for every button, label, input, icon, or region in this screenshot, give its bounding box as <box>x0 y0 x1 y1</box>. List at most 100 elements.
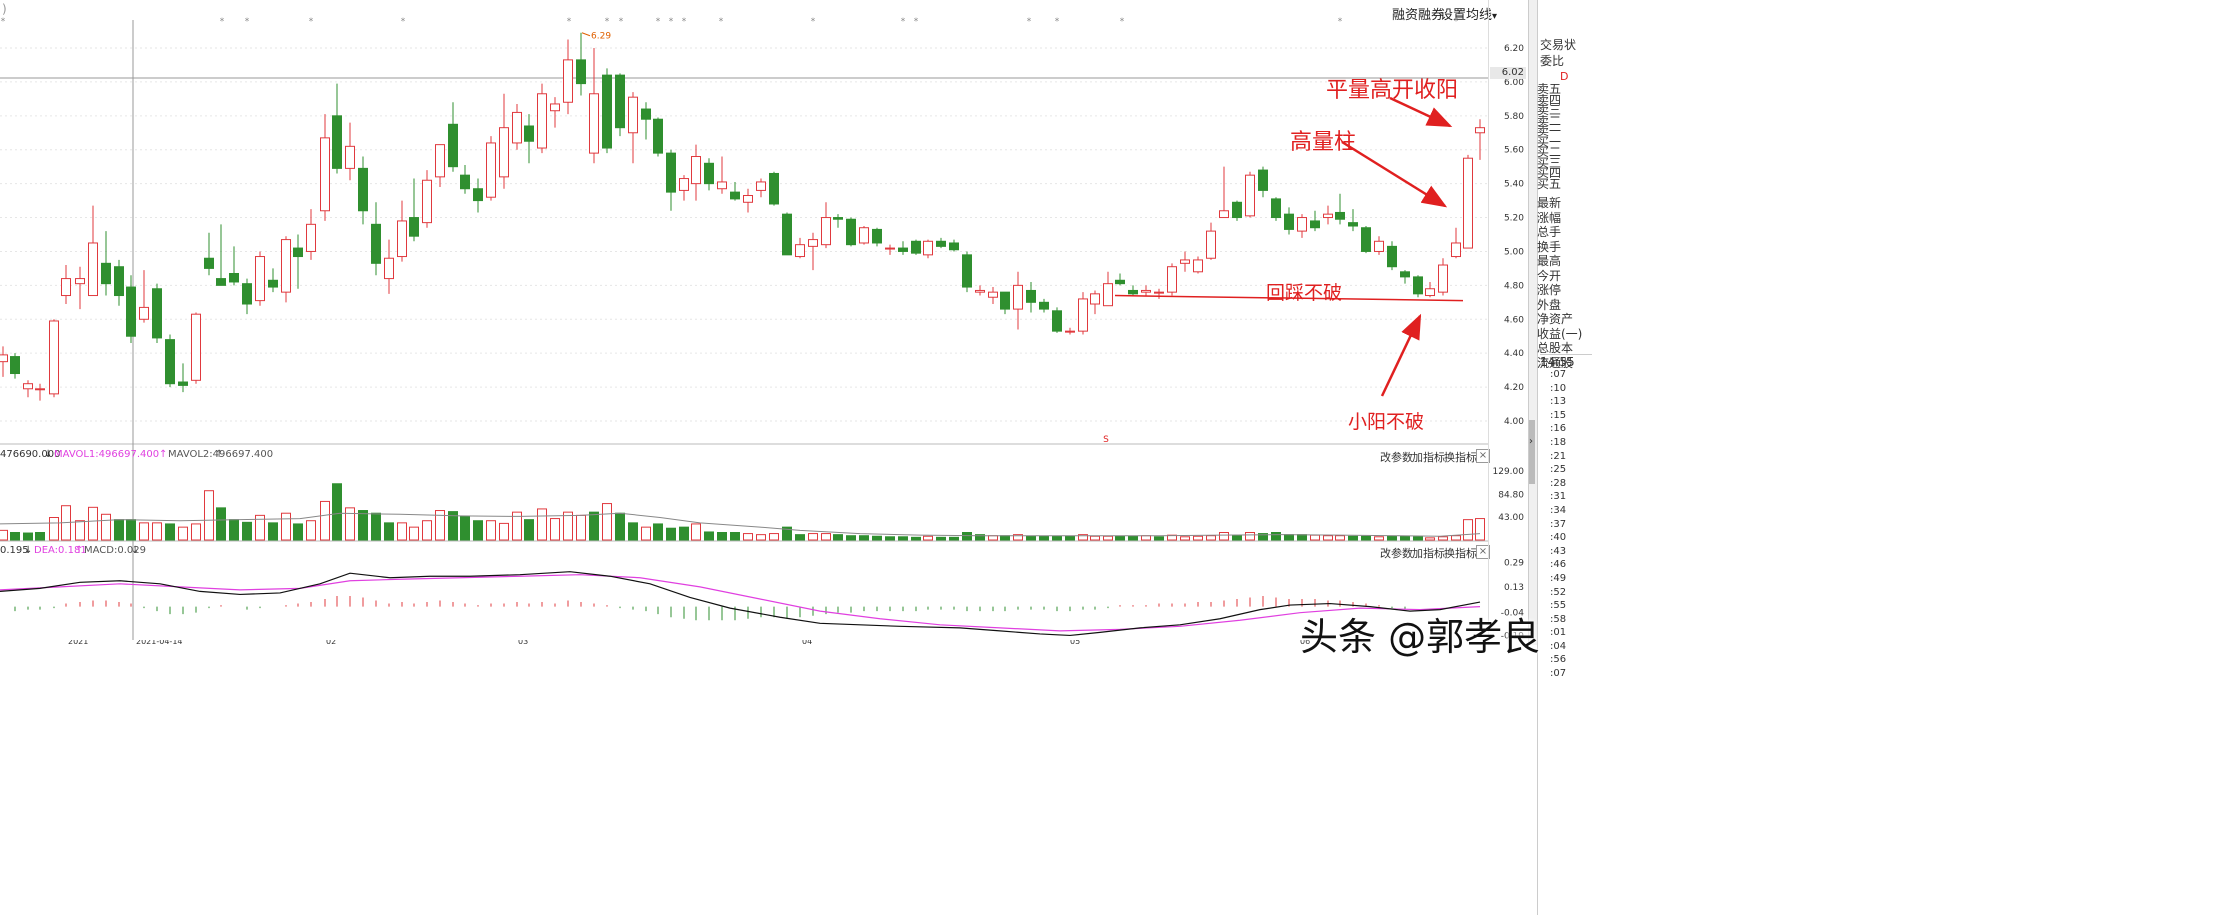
volume-bar <box>1284 534 1294 541</box>
candle-body <box>114 266 124 297</box>
volume-bar <box>75 520 85 541</box>
candle-body <box>1438 264 1448 293</box>
candle <box>833 214 843 228</box>
candle-body <box>589 93 599 154</box>
volume-bar <box>1245 532 1255 541</box>
candle <box>846 217 856 247</box>
tick-time: :56 <box>1550 654 1567 666</box>
candle-body <box>923 240 933 256</box>
price-tick-label: 4.20 <box>1504 383 1524 393</box>
candle <box>975 285 985 296</box>
candle <box>61 265 71 305</box>
candle-body <box>615 74 625 129</box>
volume-bar <box>717 532 727 541</box>
candle-body <box>1310 220 1320 229</box>
date-label: 2021-04-14 <box>136 640 183 645</box>
candle-body <box>756 181 766 191</box>
margin-trading-button[interactable]: 融资融券 <box>1392 8 1445 23</box>
candle <box>409 178 419 242</box>
candle <box>1000 291 1010 315</box>
candle <box>1154 288 1164 299</box>
quote-level-label: 卖二 <box>1537 113 1562 128</box>
quote-level-label: 买五 <box>1537 176 1562 191</box>
price-tick-label: 6.20 <box>1504 44 1524 54</box>
candle <box>576 32 586 96</box>
candle <box>782 212 792 256</box>
volume-bar <box>911 536 921 541</box>
annotation-flat-volume: 平量高开收阳 <box>1326 78 1459 103</box>
volume-bar <box>1115 535 1125 541</box>
volume-bar <box>615 512 625 541</box>
candle-body <box>666 152 676 193</box>
switch-indicator-button[interactable]: 换指标 <box>1444 451 1477 464</box>
volume-series: 129.00 84.80 43.00 <box>0 467 1524 541</box>
candle-body <box>704 162 714 185</box>
tick-time: :52 <box>1550 586 1567 598</box>
candle-body <box>846 218 856 246</box>
candle-body <box>936 240 946 247</box>
volume-bar <box>628 522 638 541</box>
dif-value: 0.195 <box>0 545 29 556</box>
add-indicator-button[interactable]: 加指标 <box>1412 547 1445 560</box>
date-label: 06 <box>1300 640 1311 645</box>
volume-bar <box>1013 534 1023 541</box>
tick-time: :21 <box>1550 450 1567 462</box>
candle <box>23 380 33 398</box>
candle-body <box>204 257 214 269</box>
volume-bar <box>1206 535 1216 541</box>
event-marker: * <box>567 17 572 27</box>
annotation-small-yang: 小阳不破 <box>1348 411 1425 433</box>
candle <box>1310 210 1320 232</box>
volume-bar <box>666 527 676 541</box>
tick-time: :43 <box>1550 545 1567 557</box>
kline-chart[interactable]: 6.20 6.00 5.80 5.60 5.40 5.20 5.00 4.80 4.60 4.40… <box>0 0 1528 645</box>
volume-bar <box>1219 532 1229 541</box>
volume-bar <box>589 511 599 541</box>
candle <box>691 144 701 201</box>
candle <box>628 92 638 164</box>
date-label: 05 <box>1070 640 1081 645</box>
candle-body <box>332 115 342 169</box>
switch-indicator-button[interactable]: 换指标 <box>1444 547 1477 560</box>
volume-bar <box>885 536 895 541</box>
candle <box>1219 166 1229 219</box>
scroll-arrow-icon[interactable]: › <box>1529 436 1533 447</box>
candle <box>320 114 330 221</box>
change-params-button[interactable]: 改参数 <box>1380 547 1413 560</box>
candle-body <box>0 354 8 363</box>
volume-bar <box>1348 535 1358 541</box>
scrollbar-thumb[interactable] <box>1529 420 1535 484</box>
macd-tick-label: 0.29 <box>1504 559 1524 569</box>
stat-label: 外盘 <box>1537 297 1562 312</box>
add-indicator-button[interactable]: 加指标 <box>1412 451 1445 464</box>
volume-bar <box>191 523 201 541</box>
volume-bar <box>178 526 188 541</box>
volume-bar <box>923 535 933 541</box>
volume-bar <box>550 518 560 541</box>
macd-panel-header: 0.195 ↓ DEA:0.181 ↑ MACD:0.029 ↓ 改参数 加指标… <box>0 545 1528 560</box>
candle-body <box>628 96 638 134</box>
candle <box>101 231 111 296</box>
volume-bar <box>1090 535 1100 541</box>
candle <box>1271 197 1281 221</box>
volume-bar <box>473 520 483 541</box>
candle <box>35 383 45 401</box>
candle <box>1206 222 1216 260</box>
candle <box>1141 285 1151 296</box>
close-icon[interactable]: × <box>1476 449 1490 463</box>
ma-settings-button[interactable]: 设置均线▾ <box>1440 4 1497 23</box>
tick-time: :04 <box>1550 640 1567 652</box>
volume-bar <box>743 533 753 541</box>
volume-bar <box>448 511 458 541</box>
candle-body <box>422 179 432 224</box>
candle <box>1232 200 1242 221</box>
candle-body <box>88 242 98 297</box>
close-icon[interactable]: × <box>1476 545 1490 559</box>
candle <box>1052 307 1062 333</box>
candle-body <box>898 247 908 252</box>
volume-tick-label: 84.80 <box>1498 491 1524 501</box>
volume-bar <box>846 535 856 541</box>
change-params-button[interactable]: 改参数 <box>1380 451 1413 464</box>
candle <box>859 226 869 245</box>
candle-body <box>255 256 265 302</box>
